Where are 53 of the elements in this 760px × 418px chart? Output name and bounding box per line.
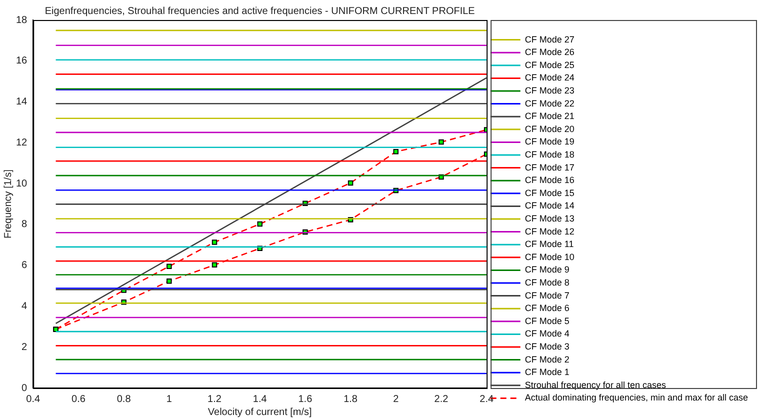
x-tick-label: 1 [166, 394, 172, 405]
y-tick-label: 16 [16, 56, 28, 67]
legend-label: CF Mode 16 [524, 175, 574, 186]
x-tick-label: 1.8 [344, 394, 358, 405]
legend-label: CF Mode 24 [524, 72, 574, 83]
legend-label: CF Mode 26 [524, 47, 574, 58]
legend-label: CF Mode 3 [524, 341, 570, 352]
legend-label: CF Mode 6 [524, 303, 570, 314]
legend-label: CF Mode 12 [524, 226, 574, 236]
y-tick-label: 10 [16, 178, 28, 190]
legend-label: Strouhal frequency for all ten cases [524, 380, 666, 390]
legend-label: CF Mode 4 [524, 328, 570, 339]
y-tick-label: 12 [16, 137, 28, 148]
legend-label: Actual dominating frequencies, min and max for all case [524, 392, 748, 403]
legend-label: CF Mode 21 [524, 111, 574, 122]
legend-label: CF Mode 11 [524, 239, 574, 250]
legend-label: CF Mode 10 [524, 252, 574, 262]
legend-label: CF Mode 7 [524, 290, 570, 300]
x-tick-label: 2 [393, 394, 400, 405]
y-tick-label: 4 [22, 300, 28, 312]
y-tick-label: 0 [22, 382, 28, 394]
y-tick-label: 18 [16, 14, 28, 26]
x-tick-label: 2.4 [480, 394, 494, 405]
x-tick-label: 1.6 [298, 394, 313, 405]
y-tick-label: 8 [22, 219, 28, 230]
y-axis-title: Frequency [1/s] [2, 169, 14, 238]
legend-label: CF Mode 2 [524, 354, 570, 364]
x-tick-label: 0.4 [26, 394, 41, 405]
legend-label: CF Mode 25 [524, 60, 574, 70]
x-tick-label: 0.8 [116, 394, 132, 405]
legend-label: CF Mode 13 [524, 213, 574, 224]
legend-label: CF Mode 19 [524, 136, 574, 147]
legend-label: CF Mode 22 [524, 98, 574, 108]
x-tick-label: 1.2 [208, 394, 222, 405]
legend-label: CF Mode 27 [524, 34, 574, 44]
x-axis-title: Velocity of current [m/s] [208, 406, 312, 418]
legend-label: CF Mode 5 [524, 316, 570, 326]
legend-label: CF Mode 9 [524, 264, 570, 275]
legend-label: CF Mode 20 [524, 124, 574, 134]
legend-label: CF Mode 8 [524, 277, 570, 288]
legend-label: CF Mode 23 [524, 85, 574, 96]
legend-label: CF Mode 17 [524, 162, 574, 172]
x-tick-label: 0.6 [72, 394, 86, 405]
y-tick-label: 14 [16, 96, 28, 108]
y-tick-label: 6 [22, 260, 28, 272]
legend-label: CF Mode 18 [524, 149, 574, 160]
x-tick-label: 1.4 [252, 394, 268, 405]
legend-label: CF Mode 14 [524, 200, 574, 211]
y-tick-label: 2 [22, 342, 28, 353]
legend-label: CF Mode 15 [524, 188, 574, 198]
chart-title: Eigenfrequencies, Strouhal frequencies and active frequencies - UNIFORM CURRENT PROFILE [44, 6, 476, 17]
x-tick-label: 2.2 [434, 394, 449, 405]
legend-label: CF Mode 1 [524, 367, 570, 378]
